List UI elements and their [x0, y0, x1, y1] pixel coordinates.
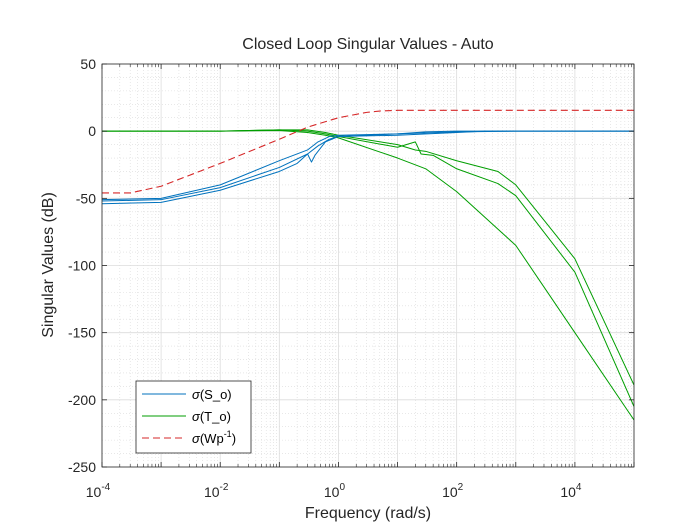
series-line-T: [102, 129, 634, 407]
x-tick-base: 10: [86, 484, 102, 500]
y-tick-label: 0: [88, 123, 96, 139]
series-line-T: [102, 130, 634, 421]
y-axis-label: Singular Values (dB): [40, 192, 57, 338]
x-axis-label: Frequency (rad/s): [305, 505, 431, 522]
y-tick-label: -150: [68, 325, 96, 341]
legend-sigma: σ: [192, 431, 201, 446]
y-tick-labels: 50 0 -50 -100 -150 -200 -250: [68, 56, 96, 475]
legend-box: [135, 380, 252, 454]
series-line-S: [102, 130, 634, 205]
legend-text: (S_o): [200, 387, 232, 402]
x-tick-label: 10-2: [204, 482, 229, 500]
y-tick-label: -50: [76, 190, 96, 206]
x-tick-exponent: 0: [339, 482, 345, 493]
legend-label: σ(S_o): [192, 387, 232, 402]
x-tick-base: 10: [324, 484, 340, 500]
legend-sigma: σ: [192, 409, 201, 424]
legend-label: σ(Wp-1): [192, 429, 236, 446]
legend-sigma: σ: [192, 387, 201, 402]
legend-text: (T_o): [200, 409, 231, 424]
legend-text: (Wp: [200, 431, 224, 446]
y-tick-label: -100: [68, 258, 96, 274]
x-tick-label: 10-4: [86, 482, 111, 500]
x-tick-exponent: -4: [101, 482, 110, 493]
x-tick-base: 10: [442, 484, 458, 500]
x-tick-label: 104: [560, 482, 582, 500]
series-line-W: [102, 109, 634, 194]
legend-label: σ(T_o): [192, 409, 231, 424]
series-line-S: [102, 130, 634, 201]
legend-superscript: -1: [224, 429, 232, 439]
x-tick-exponent: 2: [458, 482, 464, 493]
y-tick-label: 50: [80, 56, 96, 72]
x-tick-base: 10: [204, 484, 220, 500]
x-tick-exponent: -2: [220, 482, 229, 493]
x-tick-labels: 10-4 10-2 100 102 104: [86, 482, 582, 500]
x-tick-exponent: 4: [576, 482, 582, 493]
x-tick-label: 102: [442, 482, 464, 500]
legend-tail: ): [232, 431, 236, 446]
axis-ticks: [101, 63, 635, 468]
series-layer: [102, 109, 634, 421]
x-tick-label: 100: [324, 482, 346, 500]
y-tick-label: -250: [68, 459, 96, 475]
chart-title: Closed Loop Singular Values - Auto: [242, 36, 494, 53]
x-tick-base: 10: [560, 484, 576, 500]
legend: σ(S_o)σ(T_o)σ(Wp-1): [135, 380, 252, 454]
y-tick-label: -200: [68, 392, 96, 408]
